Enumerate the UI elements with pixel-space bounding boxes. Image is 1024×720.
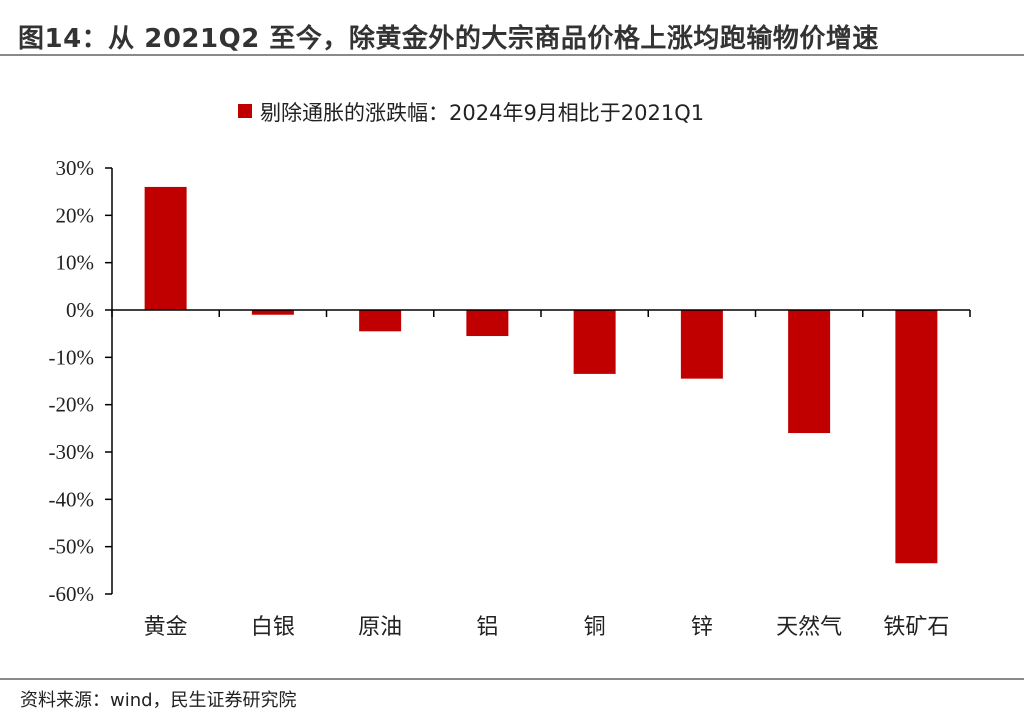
category-label: 铝 [476,615,498,640]
y-tick-label: -40% [49,487,95,511]
category-label: 铁矿石 [883,615,949,640]
title-divider [0,54,1024,56]
category-label: 黄金 [144,615,188,640]
bar-3 [466,310,509,337]
legend-swatch [238,104,252,118]
bar-chart: 剔除通胀的涨跌幅：2024年9月相比于2021Q1 30% 20% 10% 0% -10… [49,101,971,640]
y-tick-label: -60% [49,582,95,606]
y-tick-label: 20% [56,203,95,227]
y-tick-label: -50% [49,535,95,559]
category-label: 铜 [584,615,606,640]
category-label: 天然气 [776,615,842,640]
category-labels: 黄金 白银 原油 铝 铜 锌 天然气 铁矿石 [144,615,950,640]
bar-7 [895,310,938,564]
y-tick-label: 10% [56,251,95,275]
category-label: 白银 [251,615,295,640]
figure-title: 图14：从 2021Q2 至今，除黄金外的大宗商品价格上涨均跑输物价增速 [18,24,879,54]
source-note: 资料来源：wind，民生证券研究院 [20,690,297,711]
y-axis: 30% 20% 10% 0% -10% -20% -30% -40% -50% -60% [49,156,113,606]
category-label: 原油 [358,615,402,640]
bar-1 [251,310,294,315]
source-divider [0,678,1024,680]
y-tick-label: 0% [66,298,94,322]
y-tick-label: 30% [56,156,95,180]
bars [144,186,938,564]
bar-0 [144,186,187,310]
legend-label: 剔除通胀的涨跌幅：2024年9月相比于2021Q1 [260,101,704,125]
bar-4 [573,310,616,374]
category-label: 锌 [691,615,713,640]
y-tick-label: -20% [49,393,95,417]
x-axis [111,309,971,317]
chart-legend: 剔除通胀的涨跌幅：2024年9月相比于2021Q1 [238,101,704,125]
y-tick-label: -30% [49,440,95,464]
bar-2 [359,310,402,332]
y-tick-label: -10% [49,345,95,369]
bar-5 [680,310,723,379]
bar-6 [788,310,831,434]
